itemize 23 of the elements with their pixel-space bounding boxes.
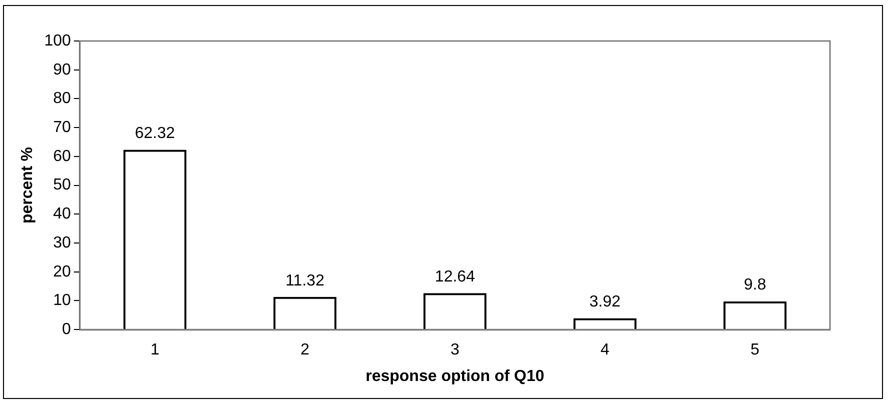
y-tick-label: 80 [53,90,71,108]
y-tick-label: 50 [53,176,71,194]
y-tick-label: 30 [53,234,71,252]
y-tick-label: 40 [53,206,71,223]
data-label: 11.32 [285,272,324,290]
y-tick-label: 70 [53,118,71,136]
y-tick-label: 0 [62,321,71,338]
y-axis-title: percent % [19,147,36,224]
x-tick-label: 3 [450,342,460,359]
x-tick-label: 5 [750,342,760,359]
x-tick-label: 1 [150,342,160,359]
y-tick-label: 100 [44,32,71,50]
data-label: 9.8 [744,276,766,294]
data-label: 12.64 [434,268,476,286]
data-label: 62.32 [134,125,176,142]
x-tick-label: 4 [600,342,610,359]
x-axis-title: response option of Q10 [366,368,544,385]
y-tick-label: 90 [53,61,71,78]
y-tick-label: 10 [53,292,71,310]
x-tick-label: 2 [300,342,310,359]
data-label: 3.92 [589,294,621,311]
y-tick-label: 20 [53,263,71,280]
y-tick-label: 60 [53,148,71,165]
